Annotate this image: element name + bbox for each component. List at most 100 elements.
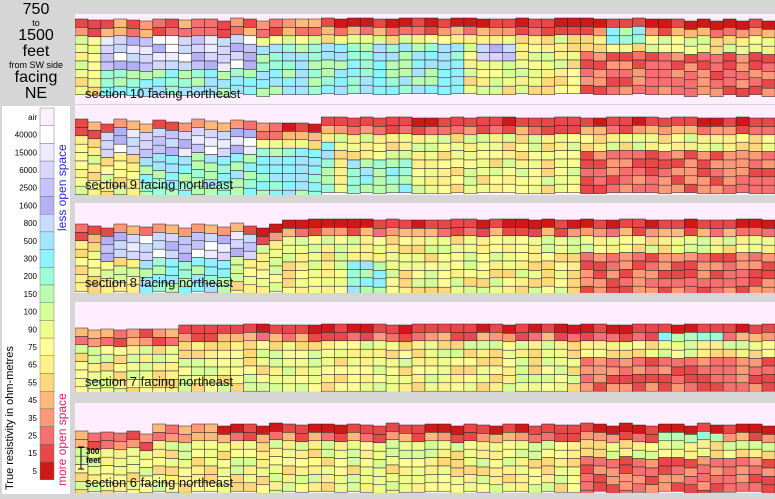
- resistivity-cell: [632, 150, 646, 160]
- resistivity-cell: [321, 465, 335, 475]
- resistivity-cell: [346, 59, 361, 69]
- resistivity-cell: [424, 423, 439, 433]
- resistivity-cell: [684, 87, 698, 97]
- resistivity-cell: [761, 142, 775, 152]
- resistivity-cell: [75, 35, 89, 45]
- resistivity-cell: [709, 253, 724, 263]
- resistivity-cell: [450, 235, 465, 245]
- resistivity-cell: [658, 159, 672, 169]
- resistivity-cell: [476, 365, 491, 375]
- resistivity-cell: [606, 324, 620, 334]
- resistivity-cell: [463, 68, 478, 78]
- resistivity-cell: [450, 269, 465, 279]
- resistivity-cell: [463, 184, 478, 194]
- legend-tick-label: 100: [24, 308, 38, 317]
- resistivity-cell: [308, 349, 322, 359]
- resistivity-cell: [450, 26, 465, 36]
- resistivity-cell: [658, 244, 672, 254]
- resistivity-cell: [295, 270, 309, 280]
- resistivity-cell: [372, 18, 387, 28]
- resistivity-cell: [87, 53, 102, 63]
- resistivity-cell: [256, 467, 270, 477]
- resistivity-cell: [152, 353, 167, 363]
- resistivity-cell: [295, 278, 309, 288]
- resistivity-cell: [230, 119, 244, 129]
- resistivity-cell: [165, 163, 179, 173]
- resistivity-cell: [541, 332, 555, 342]
- resistivity-cell: [398, 333, 413, 343]
- resistivity-cell: [696, 117, 711, 127]
- resistivity-cell: [75, 77, 89, 87]
- resistivity-cell: [321, 277, 335, 287]
- resistivity-cell: [748, 18, 763, 28]
- resistivity-cell: [528, 286, 542, 293]
- resistivity-cell: [385, 260, 400, 270]
- resistivity-cell: [580, 51, 594, 61]
- resistivity-cell: [243, 120, 257, 130]
- resistivity-cell: [204, 224, 218, 234]
- resistivity-cell: [178, 442, 192, 452]
- resistivity-cell: [463, 285, 478, 293]
- resistivity-cell: [87, 225, 102, 235]
- resistivity-cell: [554, 59, 568, 69]
- resistivity-cell: [528, 142, 542, 152]
- resistivity-cell: [748, 243, 763, 253]
- resistivity-cell: [761, 467, 775, 477]
- resistivity-cell: [282, 181, 296, 191]
- resistivity-cell: [761, 54, 775, 64]
- resistivity-cell: [191, 232, 205, 242]
- resistivity-cell: [321, 133, 335, 143]
- resistivity-cell: [385, 358, 400, 368]
- resistivity-cell: [139, 190, 154, 195]
- resistivity-cell: [152, 52, 167, 62]
- resistivity-cell: [113, 35, 128, 45]
- resistivity-cell: [113, 152, 128, 162]
- resistivity-cell: [321, 332, 335, 342]
- resistivity-cell: [619, 481, 633, 491]
- resistivity-cell: [476, 141, 491, 151]
- resistivity-cell: [204, 258, 218, 268]
- resistivity-cell: [671, 69, 685, 79]
- resistivity-cell: [684, 467, 698, 477]
- resistivity-cell: [230, 128, 244, 138]
- resistivity-cell: [593, 278, 607, 288]
- resistivity-cell: [269, 447, 283, 457]
- resistivity-cell: [256, 425, 270, 435]
- resistivity-cell: [256, 332, 270, 342]
- resistivity-cell: [722, 365, 737, 375]
- resistivity-cell: [658, 168, 672, 178]
- resistivity-cell: [334, 77, 348, 87]
- resistivity-cell: [165, 258, 179, 268]
- resistivity-cell: [541, 60, 555, 70]
- resistivity-cell: [437, 261, 452, 271]
- resistivity-cell: [709, 466, 724, 476]
- resistivity-cell: [75, 344, 89, 354]
- resistivity-cell: [113, 77, 128, 87]
- resistivity-cell: [178, 19, 192, 29]
- resistivity-cell: [334, 365, 348, 375]
- resistivity-cell: [243, 52, 257, 62]
- resistivity-cell: [256, 71, 270, 81]
- resistivity-cell: [139, 337, 154, 347]
- resistivity-cell: [554, 441, 568, 451]
- resistivity-cell: [515, 142, 529, 152]
- resistivity-cell: [735, 116, 750, 126]
- resistivity-cell: [722, 433, 737, 443]
- resistivity-cell: [463, 84, 478, 94]
- resistivity-cell: [191, 324, 205, 334]
- resistivity-cell: [502, 366, 517, 376]
- resistivity-cell: [593, 474, 607, 484]
- resistivity-cell: [761, 244, 775, 254]
- resistivity-cell: [269, 131, 283, 141]
- resistivity-cell: [748, 474, 763, 484]
- resistivity-cell: [243, 187, 257, 195]
- resistivity-cell: [684, 269, 698, 279]
- resistivity-cell: [450, 425, 465, 435]
- resistivity-cell: [282, 173, 296, 183]
- resistivity-cell: [334, 18, 348, 28]
- resistivity-cell: [411, 34, 426, 44]
- resistivity-cell: [411, 433, 426, 443]
- resistivity-cell: [606, 228, 620, 238]
- resistivity-cell: [619, 35, 633, 45]
- resistivity-cell: [295, 475, 309, 485]
